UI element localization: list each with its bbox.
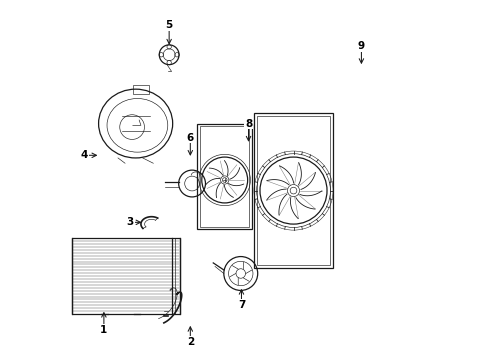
- Text: 9: 9: [358, 41, 365, 51]
- Bar: [257, 116, 330, 265]
- Text: 3: 3: [127, 217, 134, 227]
- Text: 5: 5: [166, 20, 173, 30]
- Text: 2: 2: [187, 337, 194, 347]
- Text: 6: 6: [187, 133, 194, 143]
- Text: 1: 1: [100, 325, 107, 335]
- Text: 4: 4: [81, 150, 88, 160]
- Bar: [200, 126, 249, 226]
- Text: 8: 8: [245, 118, 252, 129]
- Text: 7: 7: [238, 300, 245, 310]
- Bar: [254, 113, 333, 268]
- Bar: [197, 123, 252, 229]
- Bar: [133, 85, 148, 94]
